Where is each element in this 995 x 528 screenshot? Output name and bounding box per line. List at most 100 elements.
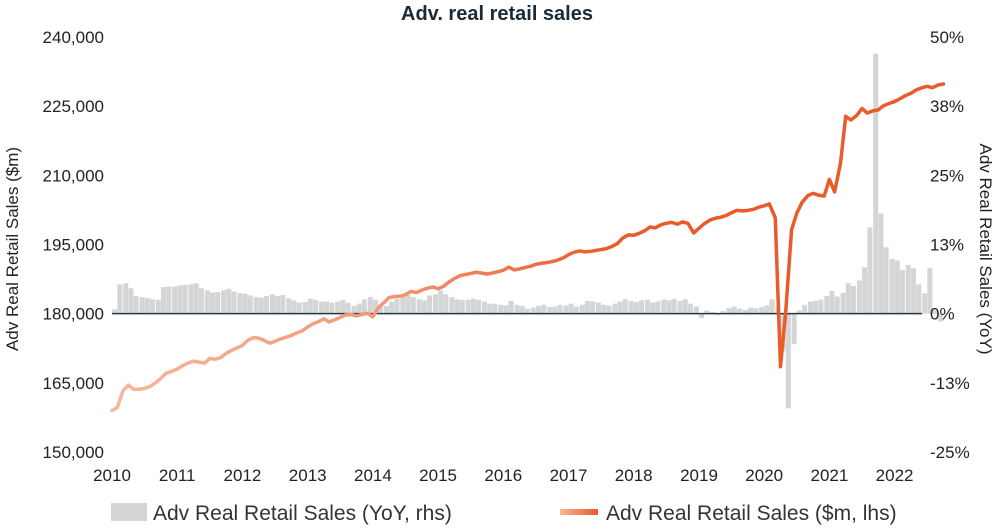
bar-yoy-56 [416,299,422,314]
bar-yoy-107 [693,306,699,314]
bar-yoy-131 [824,295,830,314]
bar-yoy-137 [856,280,862,314]
right-tick-label-3: 13% [930,236,964,255]
bar-yoy-61 [443,294,449,314]
bar-yoy-92 [612,303,618,314]
bar-yoy-133 [834,296,840,314]
bar-yoy-129 [813,300,819,314]
bar-yoy-23 [237,293,243,314]
bar-yoy-136 [851,286,857,314]
bar-yoy-86 [579,304,585,314]
bar-yoy-118 [753,308,759,314]
left-tick-label-2: 180,000 [43,305,104,324]
x-tick-label-2020: 2020 [745,466,783,485]
bar-yoy-140 [873,53,879,314]
bar-yoy-49 [378,303,384,314]
bar-yoy-105 [682,299,688,314]
bar-yoy-54 [405,294,411,314]
x-tick-label-2016: 2016 [484,466,522,485]
bar-yoy-15 [193,283,199,314]
x-tick-label-2012: 2012 [223,466,261,485]
bar-yoy-22 [231,291,237,314]
bar-yoy-30 [275,295,281,314]
bar-yoy-99 [650,302,656,314]
bar-yoy-69 [487,303,493,314]
bar-yoy-106 [687,303,693,314]
right-tick-label-4: 25% [930,166,964,185]
bar-yoy-52 [394,298,400,314]
bar-yoy-108 [699,313,705,319]
legend-label-bars: Adv Real Retail Sales (YoY, rhs) [153,502,452,525]
bar-yoy-45 [356,303,362,314]
bar-yoy-80 [547,307,553,314]
left-tick-label-4: 210,000 [43,166,104,185]
bar-yoy-142 [883,247,889,314]
bar-yoy-124 [785,313,791,409]
bar-yoy-144 [894,260,900,314]
bar-yoy-94 [622,299,628,314]
bar-yoy-1 [117,284,123,314]
bar-yoy-81 [552,306,558,314]
bar-yoy-38 [318,301,324,314]
bar-yoy-65 [465,299,471,314]
bar-yoy-150 [927,268,933,314]
bar-yoy-91 [606,305,612,314]
legend-swatch-bars [111,503,147,521]
bar-yoy-51 [389,301,395,314]
bar-yoy-5 [139,297,145,314]
bar-yoy-82 [557,304,563,314]
bar-yoy-29 [269,294,275,314]
bar-yoy-36 [307,298,313,314]
bar-yoy-119 [759,307,765,314]
bar-yoy-101 [661,299,667,314]
bar-yoy-34 [296,302,302,314]
right-tick-label-0: -25% [930,443,970,462]
bar-yoy-143 [889,258,895,314]
bar-yoy-78 [536,305,542,314]
legend-label-line: Adv Real Retail Sales ($m, lhs) [606,502,897,525]
bar-yoy-100 [655,301,661,314]
bar-yoy-103 [671,298,677,314]
bar-yoy-14 [188,284,194,314]
left-axis-title: Adv Real Retail Sales ($m) [3,147,22,351]
bar-yoy-12 [177,285,183,314]
bar-yoy-6 [144,298,150,314]
x-tick-label-2019: 2019 [680,466,718,485]
left-tick-label-3: 195,000 [43,236,104,255]
x-tick-label-2022: 2022 [876,466,914,485]
bar-yoy-20 [221,290,227,314]
left-tick-label-5: 225,000 [43,97,104,116]
bar-yoy-141 [878,213,884,314]
bar-yoy-28 [264,295,270,314]
bar-yoy-96 [633,302,639,314]
bar-yoy-112 [720,310,726,314]
bar-yoy-17 [204,290,210,314]
bar-yoy-73 [508,300,514,314]
bar-yoy-42 [340,299,346,314]
bar-yoy-66 [470,298,476,314]
left-tick-label-6: 240,000 [43,28,104,47]
x-tick-label-2014: 2014 [354,466,392,485]
bar-yoy-16 [198,288,204,314]
bar-yoy-18 [209,292,215,314]
right-tick-label-5: 38% [930,97,964,116]
bar-yoy-64 [459,299,465,314]
bar-yoy-126 [796,310,802,314]
bar-yoy-83 [563,305,569,314]
chart-title: Adv. real retail sales [401,3,593,25]
x-tick-label-2017: 2017 [550,466,588,485]
bar-yoy-145 [899,269,905,314]
bars-layer [112,53,944,409]
bar-yoy-19 [215,292,221,314]
bar-yoy-88 [590,301,596,314]
bar-yoy-59 [432,294,438,314]
bar-yoy-27 [258,297,264,314]
x-axis-ticks: 2010 2011 2012 2013 2014 2015 2016 2017 2018 2019… [93,466,913,485]
bar-yoy-46 [361,299,367,314]
right-tick-label-6: 50% [930,28,964,47]
bar-yoy-121 [769,299,775,314]
bar-yoy-39 [324,301,330,314]
right-axis-ticks: -25% -13% 0% 13% 25% 38% 50% [930,28,970,462]
bar-yoy-115 [736,308,742,314]
